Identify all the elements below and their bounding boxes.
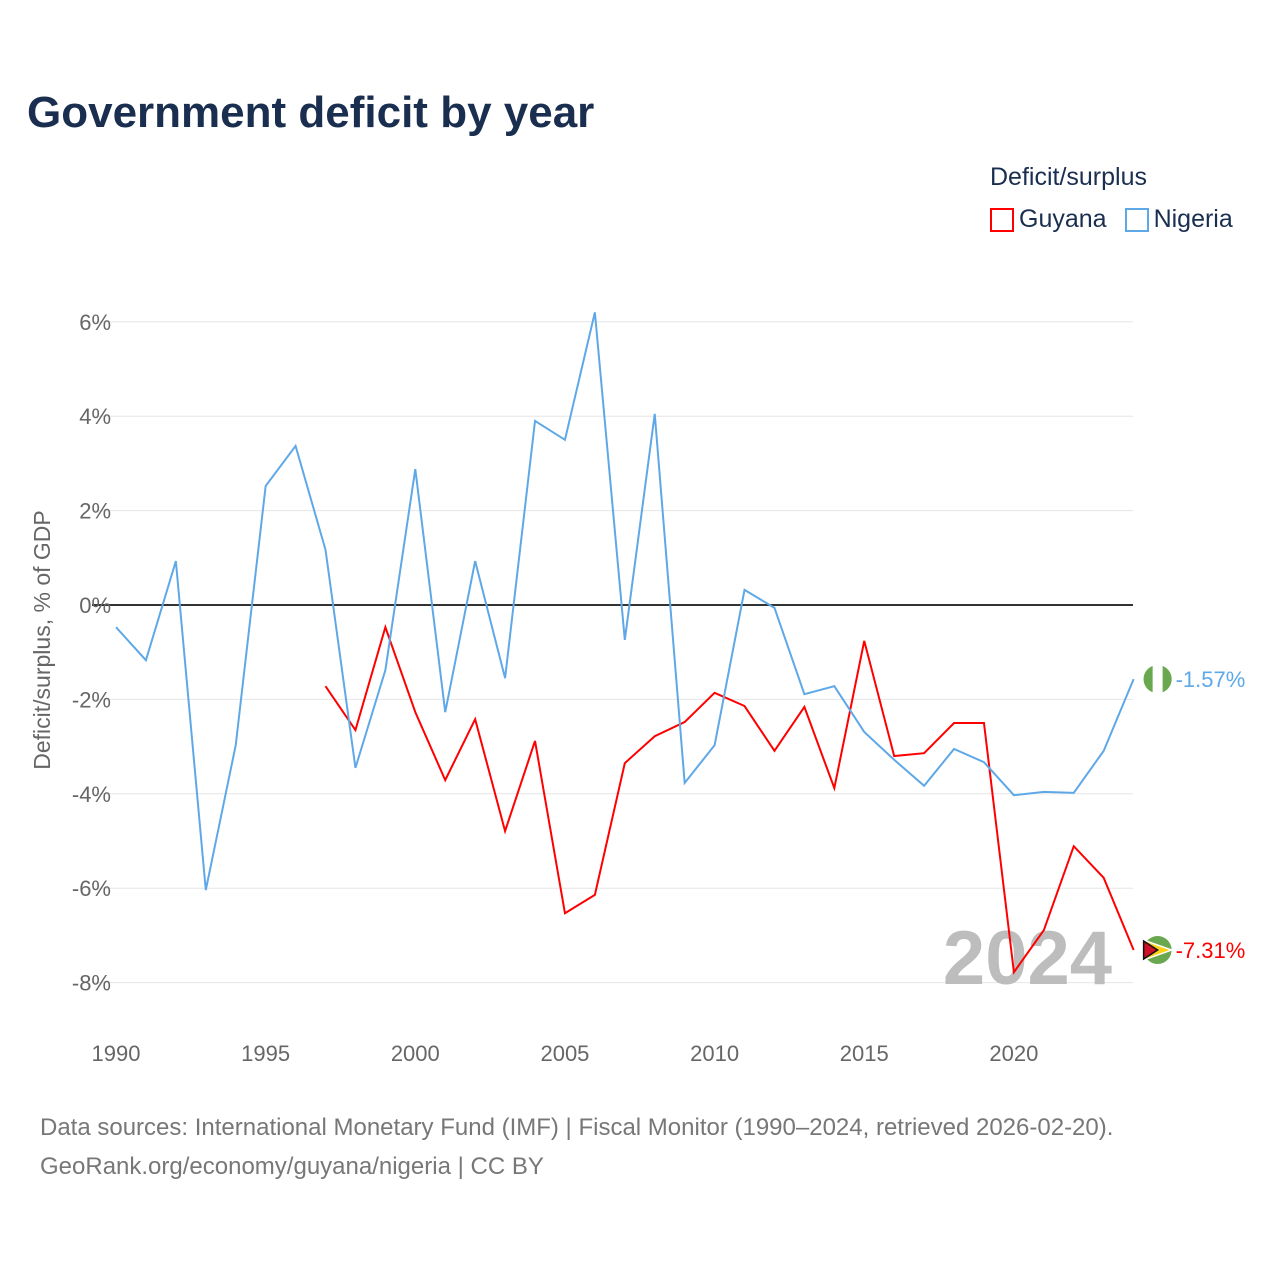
data-point-nigeria[interactable] bbox=[1071, 790, 1077, 796]
data-point-nigeria[interactable] bbox=[652, 411, 658, 417]
data-point-guyana[interactable] bbox=[352, 727, 358, 733]
data-point-guyana[interactable] bbox=[442, 777, 448, 783]
y-tick-label: 2% bbox=[79, 499, 111, 524]
x-tick-label: 2015 bbox=[840, 1041, 889, 1066]
data-point-nigeria[interactable] bbox=[113, 624, 119, 630]
data-point-guyana[interactable] bbox=[921, 750, 927, 756]
data-point-nigeria[interactable] bbox=[532, 418, 538, 424]
data-point-guyana[interactable] bbox=[861, 638, 867, 644]
end-label-guyana: -7.31% bbox=[1176, 938, 1246, 963]
data-point-guyana[interactable] bbox=[472, 716, 478, 722]
flag-guyana-icon bbox=[1142, 936, 1174, 965]
legend-item-guyana[interactable]: Guyana bbox=[990, 205, 1107, 234]
y-tick-label: 6% bbox=[79, 310, 111, 335]
data-point-nigeria[interactable] bbox=[173, 558, 179, 564]
data-point-nigeria[interactable] bbox=[323, 547, 329, 553]
source-line-2[interactable]: GeoRank.org/economy/guyana/nigeria | CC … bbox=[40, 1153, 544, 1180]
data-point-nigeria[interactable] bbox=[442, 709, 448, 715]
legend-title: Deficit/surplus bbox=[990, 163, 1147, 191]
x-tick-label: 1995 bbox=[241, 1041, 290, 1066]
data-point-guyana[interactable] bbox=[652, 733, 658, 739]
data-point-guyana[interactable] bbox=[1071, 843, 1077, 849]
series-line-nigeria[interactable] bbox=[115, 312, 1135, 891]
data-point-guyana[interactable] bbox=[771, 748, 777, 754]
data-point-guyana[interactable] bbox=[951, 720, 957, 726]
legend-item-nigeria[interactable]: Nigeria bbox=[1124, 205, 1233, 234]
data-point-nigeria[interactable] bbox=[293, 443, 299, 449]
legend-swatch-nigeria bbox=[1124, 207, 1149, 232]
y-tick-label: -6% bbox=[72, 876, 111, 901]
data-point-guyana[interactable] bbox=[502, 828, 508, 834]
data-point-nigeria[interactable] bbox=[951, 746, 957, 752]
data-point-nigeria[interactable] bbox=[203, 887, 209, 893]
data-point-nigeria[interactable] bbox=[831, 683, 837, 689]
data-point-guyana[interactable] bbox=[682, 719, 688, 725]
data-point-guyana[interactable] bbox=[831, 785, 837, 791]
data-point-nigeria[interactable] bbox=[891, 757, 897, 763]
y-tick-label: 0% bbox=[79, 593, 111, 618]
legend-swatch-guyana bbox=[990, 207, 1014, 232]
data-point-nigeria[interactable] bbox=[352, 765, 358, 771]
data-point-nigeria[interactable] bbox=[1011, 792, 1017, 798]
data-point-guyana[interactable] bbox=[742, 703, 748, 709]
x-tick-label: 2020 bbox=[989, 1041, 1038, 1066]
x-tick-label: 2010 bbox=[690, 1041, 739, 1066]
data-point-nigeria[interactable] bbox=[801, 691, 807, 697]
data-point-guyana[interactable] bbox=[532, 738, 538, 744]
year-label: 2024 bbox=[943, 916, 1112, 1001]
data-point-nigeria[interactable] bbox=[412, 466, 418, 472]
data-point-nigeria[interactable] bbox=[682, 780, 688, 786]
x-tick-label: 2000 bbox=[391, 1041, 440, 1066]
data-point-guyana[interactable] bbox=[1131, 947, 1137, 953]
data-point-nigeria[interactable] bbox=[263, 483, 269, 489]
data-point-guyana[interactable] bbox=[981, 720, 987, 726]
data-point-nigeria[interactable] bbox=[622, 637, 628, 643]
data-point-nigeria[interactable] bbox=[233, 742, 239, 748]
y-tick-label: 4% bbox=[79, 404, 111, 429]
y-tick-label: -2% bbox=[72, 687, 111, 712]
source-note: Data sources: International Monetary Fun… bbox=[40, 1108, 1113, 1186]
y-tick-label: -4% bbox=[72, 782, 111, 807]
data-point-guyana[interactable] bbox=[592, 892, 598, 898]
legend-label-guyana: Guyana bbox=[1019, 205, 1107, 233]
data-point-nigeria[interactable] bbox=[592, 309, 598, 315]
flag-nigeria-icon bbox=[1143, 665, 1172, 694]
legend: Guyana Nigeria bbox=[990, 205, 1233, 234]
source-line-1: Data sources: International Monetary Fun… bbox=[40, 1114, 1114, 1141]
chart-title: Government deficit by year bbox=[27, 88, 595, 137]
data-point-nigeria[interactable] bbox=[742, 587, 748, 593]
data-point-nigeria[interactable] bbox=[1041, 789, 1047, 795]
data-point-guyana[interactable] bbox=[1041, 927, 1047, 933]
data-point-nigeria[interactable] bbox=[502, 675, 508, 681]
end-label-nigeria: -1.57% bbox=[1176, 667, 1246, 692]
x-tick-label: 1990 bbox=[92, 1041, 141, 1066]
data-point-guyana[interactable] bbox=[622, 760, 628, 766]
series-line-guyana[interactable] bbox=[324, 623, 1135, 975]
data-point-guyana[interactable] bbox=[1101, 875, 1107, 881]
data-point-nigeria[interactable] bbox=[981, 759, 987, 765]
data-point-guyana[interactable] bbox=[801, 704, 807, 710]
data-point-nigeria[interactable] bbox=[921, 783, 927, 789]
x-tick-label: 2005 bbox=[540, 1041, 589, 1066]
data-point-nigeria[interactable] bbox=[1101, 748, 1107, 754]
data-point-nigeria[interactable] bbox=[712, 742, 718, 748]
data-point-nigeria[interactable] bbox=[1131, 676, 1137, 682]
data-point-guyana[interactable] bbox=[1011, 969, 1017, 975]
data-point-guyana[interactable] bbox=[712, 690, 718, 696]
y-tick-label: -8% bbox=[72, 971, 111, 996]
data-point-guyana[interactable] bbox=[323, 683, 329, 689]
data-point-nigeria[interactable] bbox=[861, 729, 867, 735]
legend-label-nigeria: Nigeria bbox=[1153, 205, 1233, 233]
data-point-nigeria[interactable] bbox=[472, 558, 478, 564]
data-point-nigeria[interactable] bbox=[771, 605, 777, 611]
data-point-nigeria[interactable] bbox=[143, 657, 149, 663]
data-point-guyana[interactable] bbox=[382, 624, 388, 630]
y-axis-label: Deficit/surplus, % of GDP bbox=[29, 510, 55, 769]
data-point-guyana[interactable] bbox=[412, 709, 418, 715]
data-point-nigeria[interactable] bbox=[382, 667, 388, 673]
data-point-guyana[interactable] bbox=[562, 910, 568, 916]
data-point-nigeria[interactable] bbox=[562, 437, 568, 443]
